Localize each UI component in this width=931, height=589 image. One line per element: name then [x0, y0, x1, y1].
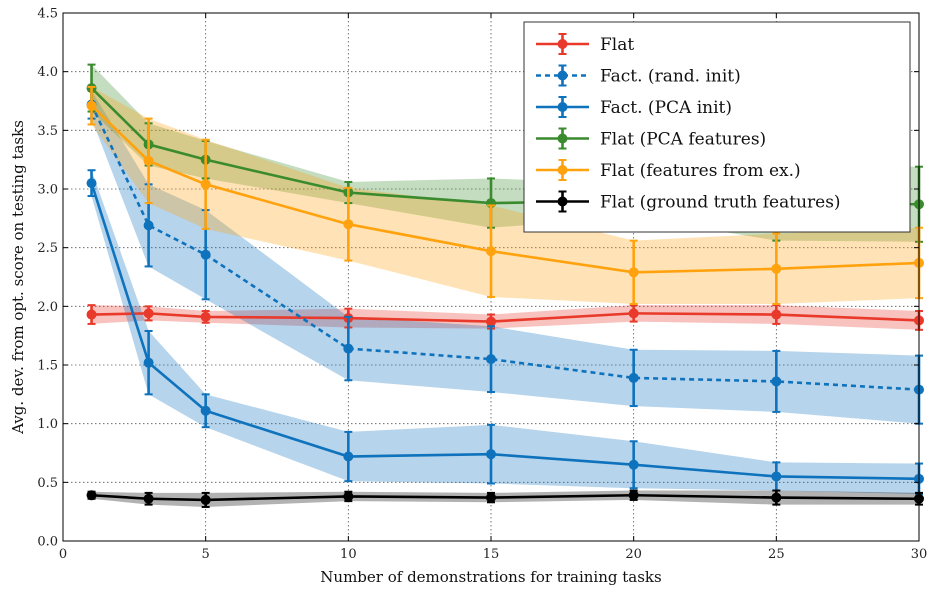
- data-point: [200, 494, 211, 505]
- data-point: [486, 316, 496, 327]
- data-point: [343, 451, 354, 462]
- series-line-0: [91, 312, 920, 323]
- x-tick-label: 15: [483, 547, 500, 562]
- series-line-4: [90, 104, 920, 274]
- legend-label: Flat (features from ex.): [600, 161, 801, 181]
- data-point: [86, 309, 97, 320]
- data-point: [628, 459, 639, 470]
- legend-label: Flat: [600, 35, 634, 55]
- data-point: [143, 493, 154, 504]
- series-line-2: [90, 182, 920, 481]
- data-point: [343, 343, 354, 354]
- data-point: [343, 491, 354, 502]
- band-4: [91, 86, 920, 304]
- y-tick-label: 2.0: [37, 300, 58, 315]
- data-point: [200, 405, 211, 416]
- x-axis-ticks: 0 5 10 15 20 25 30: [59, 13, 927, 562]
- y-tick-label: 3.0: [37, 183, 58, 198]
- x-tick-label: 5: [202, 547, 210, 562]
- data-point: [771, 492, 782, 503]
- data-point: [343, 219, 354, 230]
- y-tick-label: 2.5: [37, 241, 58, 256]
- legend-label: Flat (ground truth features): [600, 193, 841, 213]
- y-tick-label: 1.0: [37, 417, 58, 432]
- y-tick-label: 0.5: [37, 476, 58, 491]
- legend-box: [523, 21, 911, 233]
- y-tick-label: 4.5: [37, 7, 58, 22]
- data-point: [628, 267, 639, 278]
- series-line-1: [90, 103, 920, 391]
- y-tick-label: 0.0: [37, 535, 58, 550]
- legend-marker: [557, 165, 568, 175]
- y-axis-ticks: 0.0 0.5 1.0 1.5 2.0 2.5 3.0 3.5 4.0 4.5: [37, 7, 919, 550]
- band-1: [91, 90, 920, 424]
- x-tick-label: 20: [625, 547, 642, 562]
- data-point: [200, 179, 211, 190]
- legend-marker: [557, 102, 568, 112]
- data-point: [771, 263, 782, 274]
- data-point: [628, 490, 639, 501]
- data-point: [486, 354, 496, 365]
- y-tick-label: 1.5: [37, 359, 58, 374]
- data-point: [628, 308, 639, 319]
- band-0: [91, 305, 920, 330]
- x-tick-label: 10: [340, 547, 357, 562]
- band-5: [91, 490, 920, 507]
- data-point: [143, 308, 154, 319]
- legend-label: Flat (PCA features): [600, 130, 766, 150]
- legend-marker: [557, 70, 568, 81]
- data-point: [143, 155, 154, 166]
- data-point: [628, 372, 639, 383]
- data-point: [200, 249, 211, 260]
- data-point: [771, 471, 782, 482]
- band-2: [91, 170, 920, 495]
- legend-label: Fact. (rand. init): [600, 67, 741, 87]
- data-point: [143, 220, 154, 231]
- legend-label: Fact. (PCA init): [600, 98, 732, 118]
- data-point: [486, 246, 496, 257]
- x-tick-label: 30: [911, 547, 928, 562]
- x-axis-label: Number of demonstrations for training ta…: [320, 568, 661, 586]
- data-point: [86, 100, 97, 111]
- legend-marker: [557, 196, 568, 207]
- data-point: [86, 178, 97, 189]
- data-point: [486, 492, 496, 503]
- legend-marker: [557, 133, 568, 144]
- y-tick-label: 4.0: [37, 65, 58, 80]
- x-tick-label: 25: [768, 547, 785, 562]
- data-point: [143, 357, 154, 368]
- data-point: [200, 311, 211, 322]
- data-point: [86, 490, 97, 501]
- y-axis-label: Avg. dev. from opt. score on testing tas…: [9, 120, 27, 435]
- data-point: [771, 376, 782, 387]
- series-line-5: [91, 493, 920, 502]
- x-tick-label: 0: [59, 547, 67, 562]
- data-point: [771, 309, 782, 320]
- y-tick-label: 3.5: [37, 124, 58, 139]
- data-point: [486, 449, 496, 460]
- legend: Flat Fact. (rand. init) Fact. (PCA init) Fl…: [523, 21, 911, 233]
- legend-marker: [557, 39, 568, 49]
